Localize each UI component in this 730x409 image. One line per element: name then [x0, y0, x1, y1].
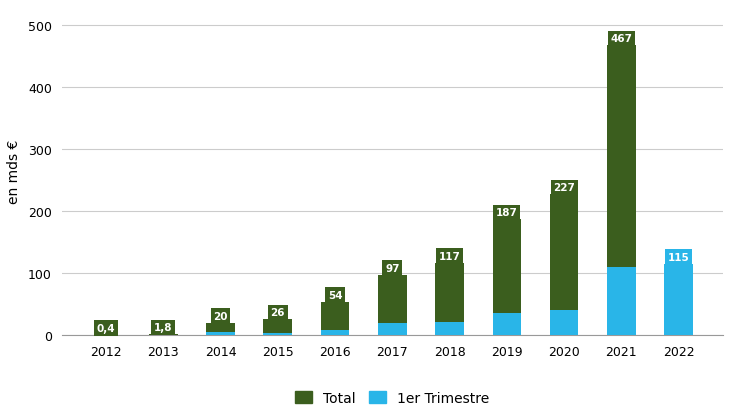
Bar	[264, 319, 292, 333]
Text: 187: 187	[496, 208, 518, 218]
Bar	[493, 314, 521, 335]
Text: 97: 97	[385, 263, 399, 273]
Text: 227: 227	[553, 183, 575, 193]
Bar	[378, 275, 407, 323]
Text: 117: 117	[439, 251, 461, 261]
Legend: Total, 1er Trimestre: Total, 1er Trimestre	[290, 386, 495, 409]
Bar	[493, 220, 521, 314]
Bar	[378, 323, 407, 335]
Text: 54: 54	[328, 290, 342, 300]
Bar	[264, 333, 292, 335]
Text: 115: 115	[668, 252, 690, 262]
Bar	[320, 330, 350, 335]
Bar	[435, 263, 464, 322]
Text: 467: 467	[610, 34, 632, 44]
Y-axis label: en mds €: en mds €	[7, 139, 21, 203]
Bar	[206, 332, 235, 335]
Bar	[607, 46, 636, 267]
Bar	[607, 267, 636, 335]
Text: 1,8: 1,8	[154, 322, 172, 333]
Bar	[550, 195, 578, 310]
Bar	[320, 302, 350, 330]
Text: 26: 26	[271, 308, 285, 317]
Bar	[206, 323, 235, 332]
Text: 0,4: 0,4	[96, 323, 115, 333]
Bar	[149, 334, 177, 335]
Bar	[550, 310, 578, 335]
Bar	[664, 264, 693, 335]
Bar	[435, 322, 464, 335]
Text: 20: 20	[213, 311, 228, 321]
